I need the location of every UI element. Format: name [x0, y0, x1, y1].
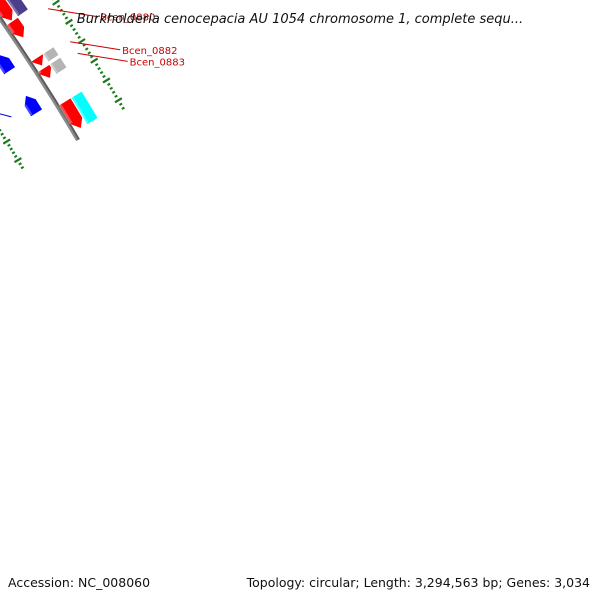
minor-tick: [118, 102, 123, 106]
minor-tick: [102, 74, 106, 79]
feature-highlight: [69, 96, 89, 125]
gene-arrow-unlabeled-gene[interactable]: [59, 98, 83, 128]
gene-arrow-bcen-0883[interactable]: [38, 64, 52, 78]
feature-highlight: [41, 51, 50, 62]
major-tick: [2, 138, 11, 145]
minor-tick: [84, 47, 89, 51]
gene-label-leader: [77, 52, 128, 62]
major-tick: [65, 18, 73, 25]
minor-tick: [94, 63, 99, 67]
cyan-feature-block[interactable]: [71, 91, 98, 125]
minor-tick: [111, 90, 116, 94]
minor-tick: [121, 106, 125, 110]
minor-tick: [9, 147, 14, 151]
minor-tick: [77, 35, 81, 39]
minor-tick: [0, 128, 2, 132]
minor-tick: [64, 16, 69, 20]
gene-label-leader: [47, 8, 99, 18]
gene-arrow-bcen-0881[interactable]: [0, 55, 16, 75]
gray-feature-block[interactable]: [43, 47, 59, 62]
gene-highlight: [36, 70, 42, 75]
feature-highlight: [48, 62, 58, 74]
gene-arrow-bcen-0879[interactable]: [0, 0, 13, 21]
gene-arrow-bcen-0882[interactable]: [31, 54, 44, 66]
gene-layer: [0, 0, 83, 128]
gene-highlight: [23, 104, 33, 117]
minor-tick: [109, 86, 114, 90]
gene-highlight: [0, 10, 4, 18]
minor-tick: [97, 66, 101, 71]
major-tick: [52, 0, 60, 6]
minor-tick: [72, 27, 76, 32]
minor-tick: [2, 136, 7, 140]
minor-tick: [87, 51, 92, 55]
gene-label-bcen-0883[interactable]: Bcen_0883: [130, 57, 185, 68]
gene-label-bcen-0880[interactable]: Bcen_0880: [100, 13, 155, 24]
purple-feature-block[interactable]: [0, 0, 28, 17]
minor-tick: [0, 132, 4, 136]
map-title: Burkholderia cenocepacia AU 1054 chromos…: [77, 12, 523, 27]
minor-tick: [20, 166, 25, 170]
label-layer: Bcen_0879Bcen_0880Bcen_0881Bcen_0882Bcen…: [0, 8, 185, 118]
minor-tick: [74, 31, 79, 36]
gene-arrow-bcen-0884[interactable]: [24, 95, 43, 117]
gene-highlight: [57, 103, 73, 125]
gene-label-leader: [70, 41, 121, 51]
backbone-shadow: [0, 14, 80, 141]
minor-tick: [114, 94, 118, 98]
minor-tick: [11, 151, 16, 155]
minor-tick: [107, 82, 111, 87]
minor-tick: [99, 70, 104, 75]
gene-label-bcen-0882[interactable]: Bcen_0882: [122, 46, 177, 57]
feature-highlight: [5, 0, 20, 17]
gene-highlight: [30, 59, 34, 63]
gene-arrow-bcen-0880[interactable]: [7, 17, 25, 38]
major-tick: [13, 157, 22, 164]
feature-layer: [0, 0, 98, 125]
minor-tick: [7, 143, 11, 147]
gene-highlight: [0, 63, 6, 75]
backbone-layer: [0, 14, 80, 142]
minor-tick: [18, 162, 22, 166]
minor-tick: [56, 4, 61, 9]
gene-label-leader: [0, 113, 12, 118]
major-tick: [90, 57, 99, 64]
minor-tick: [69, 24, 74, 28]
gene-highlight: [5, 23, 15, 35]
accession-text: Accession: NC_008060: [8, 575, 150, 590]
major-tick: [114, 97, 123, 104]
summary-text: Topology: circular; Length: 3,294,563 bp…: [246, 575, 590, 590]
backbone-circle: [0, 18, 79, 142]
major-tick: [77, 38, 86, 45]
major-tick: [102, 77, 111, 84]
minor-tick: [62, 12, 66, 16]
tick-layer: 955 kbp956 kbp957 kbp958 kbp959 kbp960 k…: [0, 0, 125, 170]
gray-feature-block[interactable]: [50, 57, 67, 74]
minor-tick: [13, 154, 18, 159]
